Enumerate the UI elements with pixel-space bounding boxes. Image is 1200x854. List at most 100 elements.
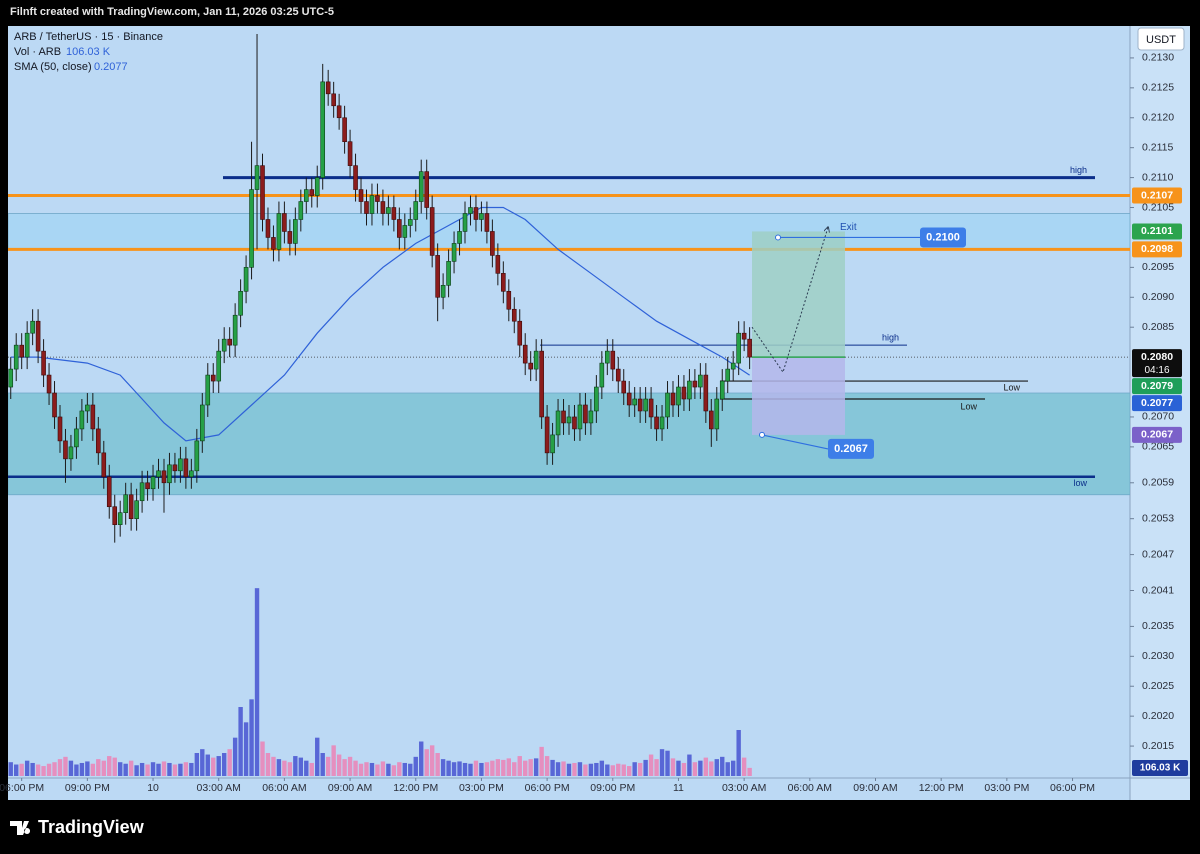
- price-badge: [1132, 223, 1182, 240]
- volume-bar: [528, 759, 533, 776]
- volume-bar: [227, 749, 232, 776]
- candle-body: [659, 416, 665, 430]
- volume-bar: [594, 762, 599, 776]
- candle-body: [676, 386, 681, 406]
- candle-body: [440, 285, 446, 298]
- volume-bar: [588, 763, 594, 776]
- x-tick-label: 09:00 AM: [328, 782, 372, 794]
- volume-bar: [544, 756, 550, 776]
- price-badge: [1132, 378, 1182, 395]
- candle-body: [429, 207, 435, 256]
- volume-bar: [550, 759, 555, 776]
- volume-bar: [386, 763, 391, 776]
- volume-bar: [419, 741, 424, 776]
- legend-symbol: ARB / TetherUS · 15 · Binance: [14, 31, 163, 43]
- candle-body: [150, 476, 156, 490]
- overlay: 0.2100 0.2067 0.2107 0.2101 0.2098 0.2080 04:1…: [759, 187, 1188, 776]
- candle-body: [221, 338, 227, 352]
- candle-body: [687, 380, 692, 400]
- volume-bar: [200, 749, 205, 776]
- volume-bar: [523, 760, 528, 776]
- volume-bar: [107, 756, 112, 776]
- candle-body: [24, 332, 30, 358]
- x-tick-label: 09:00 AM: [853, 782, 897, 794]
- volume-bar: [446, 760, 451, 776]
- volume-bar: [331, 745, 336, 776]
- volume-bar: [167, 762, 172, 776]
- candle-body: [117, 512, 123, 525]
- candle-body: [615, 368, 621, 382]
- price-badge: [1132, 426, 1182, 443]
- candle-body: [57, 416, 63, 442]
- volume-bar: [57, 759, 63, 776]
- volume-bar: [150, 762, 156, 776]
- volume-bar: [243, 722, 249, 776]
- price-badge-label: 0.2101: [1141, 225, 1173, 237]
- candle-body: [63, 440, 68, 460]
- candle-body: [714, 398, 720, 430]
- legend-volume-value: 106.03 K: [66, 46, 111, 58]
- candle-body: [172, 464, 178, 472]
- volume-bar: [698, 760, 703, 776]
- candle-body: [309, 189, 315, 196]
- candle-body: [238, 290, 243, 316]
- volume-bar: [35, 764, 41, 776]
- volume-bar: [572, 762, 577, 776]
- candle-body: [424, 171, 429, 208]
- level-label: Low: [1003, 382, 1020, 392]
- volume-bar: [741, 757, 747, 776]
- candle-body: [654, 416, 659, 430]
- volume-bar: [265, 753, 271, 776]
- candle-body: [626, 392, 632, 406]
- candle-body: [293, 219, 298, 244]
- volume-bar: [736, 730, 741, 776]
- candle-body: [681, 386, 687, 400]
- volume-bar: [304, 760, 309, 776]
- candle-body: [128, 494, 134, 519]
- volume-bar: [648, 754, 654, 776]
- volume-bar: [539, 746, 544, 776]
- callout-box: [828, 438, 874, 459]
- candle-body: [605, 350, 610, 364]
- volume-bar: [14, 764, 19, 776]
- candle-body: [210, 374, 216, 382]
- x-tick-label: 10: [147, 782, 159, 794]
- candle-body: [68, 446, 74, 460]
- volume-bar: [205, 754, 210, 776]
- candle-body: [189, 470, 194, 478]
- y-tick-label: 0.2030: [1142, 650, 1174, 662]
- volume-bar: [347, 756, 353, 776]
- candle-body: [13, 344, 19, 370]
- candle-body: [402, 225, 408, 238]
- candle-body: [588, 410, 594, 424]
- volume-bar: [413, 756, 418, 776]
- currency-label[interactable]: USDT: [1146, 34, 1176, 46]
- currency-button[interactable]: [1137, 27, 1185, 51]
- candle-body: [325, 81, 331, 95]
- candle-body: [167, 464, 172, 484]
- y-tick-label: 0.2090: [1142, 291, 1174, 303]
- candle-body: [583, 404, 588, 424]
- candle-body: [112, 506, 118, 525]
- candle-body: [19, 344, 24, 358]
- volume-bar: [408, 763, 413, 776]
- candle-body: [709, 410, 714, 430]
- candle-body: [446, 261, 451, 286]
- volume-bar: [309, 762, 314, 776]
- candle-body: [719, 380, 725, 400]
- candle-body: [495, 255, 501, 274]
- volume-bar: [358, 763, 364, 776]
- volume-bar: [123, 763, 128, 776]
- volume-bar: [703, 757, 709, 776]
- candle-body: [522, 344, 528, 364]
- y-tick-label: 0.2065: [1142, 441, 1174, 453]
- candle-body: [451, 243, 457, 262]
- volume-bar: [161, 761, 167, 776]
- x-tick-label: 03:00 PM: [459, 782, 504, 794]
- volume-bar: [156, 763, 161, 776]
- candle-body: [194, 440, 200, 472]
- volume-bar: [145, 764, 150, 776]
- x-tick-label: 06:00 AM: [262, 782, 306, 794]
